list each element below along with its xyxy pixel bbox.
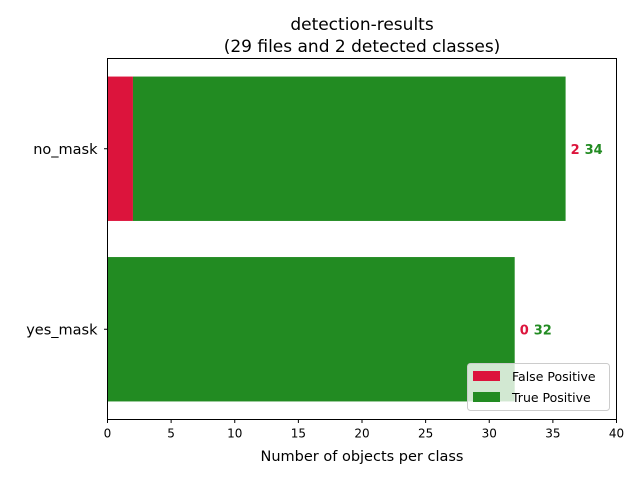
bar-yes_mask-true-positive — [107, 257, 515, 402]
y-axis-categories: no_mask yes_mask — [26, 142, 108, 338]
bar-no_mask-true-positive — [132, 76, 566, 221]
chart-title-line-2: (29 files and 2 detected classes) — [224, 37, 501, 57]
x-tick-label-0: 0 — [104, 427, 112, 441]
x-tick-label-5: 5 — [167, 427, 175, 441]
x-tick-label-30: 30 — [482, 427, 497, 441]
x-axis-label: Number of objects per class — [261, 449, 464, 465]
x-tick-label-10: 10 — [227, 427, 242, 441]
legend-swatch-true-positive — [473, 392, 500, 402]
legend-label-true-positive: True Positive — [511, 390, 591, 405]
x-tick-label-25: 25 — [418, 427, 433, 441]
bar-no_mask-false-positive — [107, 76, 133, 221]
x-tick-label-15: 15 — [291, 427, 306, 441]
chart-title-line-1: detection-results — [290, 15, 434, 35]
y-tick-label-yes_mask: yes_mask — [26, 322, 98, 338]
data-labels: 2 34 0 32 — [520, 143, 603, 339]
legend-label-false-positive: False Positive — [512, 369, 596, 384]
x-tick-label-35: 35 — [545, 427, 560, 441]
legend-box — [467, 363, 610, 411]
data-label-true-positive-no_mask: 34 — [585, 143, 603, 158]
y-tick-label-no_mask: no_mask — [33, 142, 98, 158]
legend-swatch-false-positive — [473, 371, 500, 381]
x-tick-label-40: 40 — [609, 427, 624, 441]
legend: False Positive True Positive — [467, 363, 610, 411]
x-axis-ticks: 0 5 10 15 20 25 30 35 40 — [104, 419, 624, 441]
data-label-false-positive-yes_mask: 0 — [520, 323, 529, 338]
x-tick-label-20: 20 — [354, 427, 369, 441]
data-label-true-positive-yes_mask: 32 — [534, 323, 552, 338]
data-label-false-positive-no_mask: 2 — [571, 143, 580, 158]
bars-layer — [107, 76, 566, 402]
